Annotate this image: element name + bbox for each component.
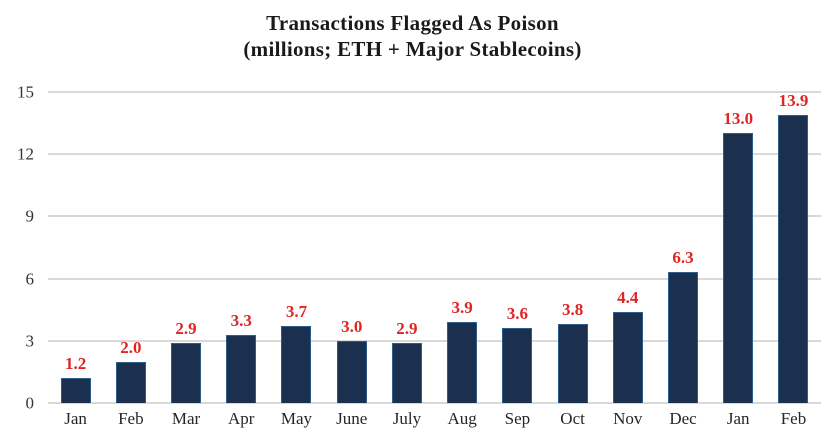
bar-group: 2.9 — [379, 92, 434, 403]
chart-title-block: Transactions Flagged As Poison (millions… — [0, 10, 825, 63]
bar-value-label: 3.7 — [285, 302, 308, 322]
x-axis-label: Sep — [504, 409, 531, 428]
bar-group: 3.8 — [545, 92, 600, 403]
bar-value-label: 1.2 — [64, 354, 87, 374]
bar — [723, 133, 754, 403]
gridline — [48, 402, 821, 404]
y-tick-label: 0 — [25, 393, 35, 413]
bar-value-label: 2.9 — [396, 318, 418, 338]
bar — [557, 324, 588, 403]
bar-group: 3.3 — [214, 92, 269, 403]
gridline — [48, 91, 821, 93]
bar — [171, 342, 202, 403]
bar — [391, 342, 422, 403]
bar-value-label: 13.0 — [723, 109, 754, 129]
y-axis: 0 3 6 9 12 15 — [0, 84, 38, 412]
bar-group: 2.0 — [103, 92, 158, 403]
bar-group: 3.6 — [490, 92, 545, 403]
bar — [336, 340, 367, 403]
gridline — [48, 339, 821, 342]
bar-value-label: 3.3 — [230, 310, 252, 330]
x-axis-label: Feb — [118, 409, 144, 428]
bar-group: 3.7 — [269, 92, 324, 403]
x-axis-label: July — [392, 409, 422, 428]
bar-group: 13.9 — [766, 92, 821, 403]
bar-group: 3.9 — [435, 92, 490, 403]
x-axis-label: Oct — [560, 409, 585, 428]
x-axis-label: Aug — [447, 409, 477, 428]
gridline — [48, 153, 821, 156]
bar-value-label: 13.9 — [778, 91, 809, 110]
y-tick-label: 6 — [25, 269, 35, 289]
bar-group: 2.9 — [158, 92, 213, 403]
bar — [668, 272, 699, 403]
bar-value-label: 3.9 — [451, 298, 473, 318]
plot-area: 1.2 2.0 2.9 3.3 3.7 3.0 2.9 3.9 3.6 3.8 4.4 6.3 13.0… — [48, 91, 821, 404]
bar — [115, 361, 146, 403]
x-axis-label: Nov — [613, 409, 643, 428]
bar-group: 1.2 — [48, 92, 103, 403]
bar-value-label: 2.0 — [120, 337, 142, 357]
y-tick-label: 9 — [25, 206, 35, 226]
y-tick-label: 12 — [17, 144, 34, 164]
bar-value-label: 3.0 — [341, 316, 363, 336]
bar-value-label: 3.8 — [561, 300, 584, 320]
bar-group: 4.4 — [600, 92, 655, 403]
x-axis-label: June — [336, 409, 368, 428]
x-axis-label: Jan — [64, 409, 87, 428]
bar-value-label: 3.6 — [506, 304, 528, 324]
x-axis-label: Dec — [669, 409, 697, 428]
y-tick-label: 3 — [25, 331, 35, 351]
bar — [60, 378, 91, 403]
x-axis: Jan Feb Mar Apr May June July Aug Sep Oct Nov Dec Ja… — [48, 409, 821, 429]
x-axis-label: Feb — [780, 409, 807, 428]
bar — [612, 311, 643, 403]
bar — [281, 326, 312, 403]
x-axis-label: Apr — [228, 409, 255, 428]
bar-value-label: 2.9 — [175, 318, 197, 338]
bar-group: 6.3 — [655, 92, 710, 403]
bar-group: 3.0 — [324, 92, 379, 403]
chart-title: Transactions Flagged As Poison — [266, 11, 559, 35]
bar — [447, 322, 478, 403]
x-axis-label: Jan — [726, 409, 750, 428]
chart-subtitle: (millions; ETH + Major Stablecoins) — [243, 37, 582, 62]
y-tick-label: 15 — [17, 82, 34, 102]
x-axis-label: Mar — [171, 409, 201, 428]
bar — [778, 115, 809, 403]
bar-value-label: 6.3 — [672, 248, 694, 268]
bar-group: 13.0 — [711, 92, 766, 403]
gridline — [48, 215, 821, 218]
bar-series: 1.2 2.0 2.9 3.3 3.7 3.0 2.9 3.9 3.6 3.8 4.4 6.3 13.0… — [48, 92, 821, 403]
bar-value-label: 4.4 — [617, 287, 639, 307]
gridline — [48, 277, 821, 280]
x-axis-label: May — [280, 409, 313, 428]
bar — [502, 328, 533, 403]
bar — [226, 334, 257, 403]
